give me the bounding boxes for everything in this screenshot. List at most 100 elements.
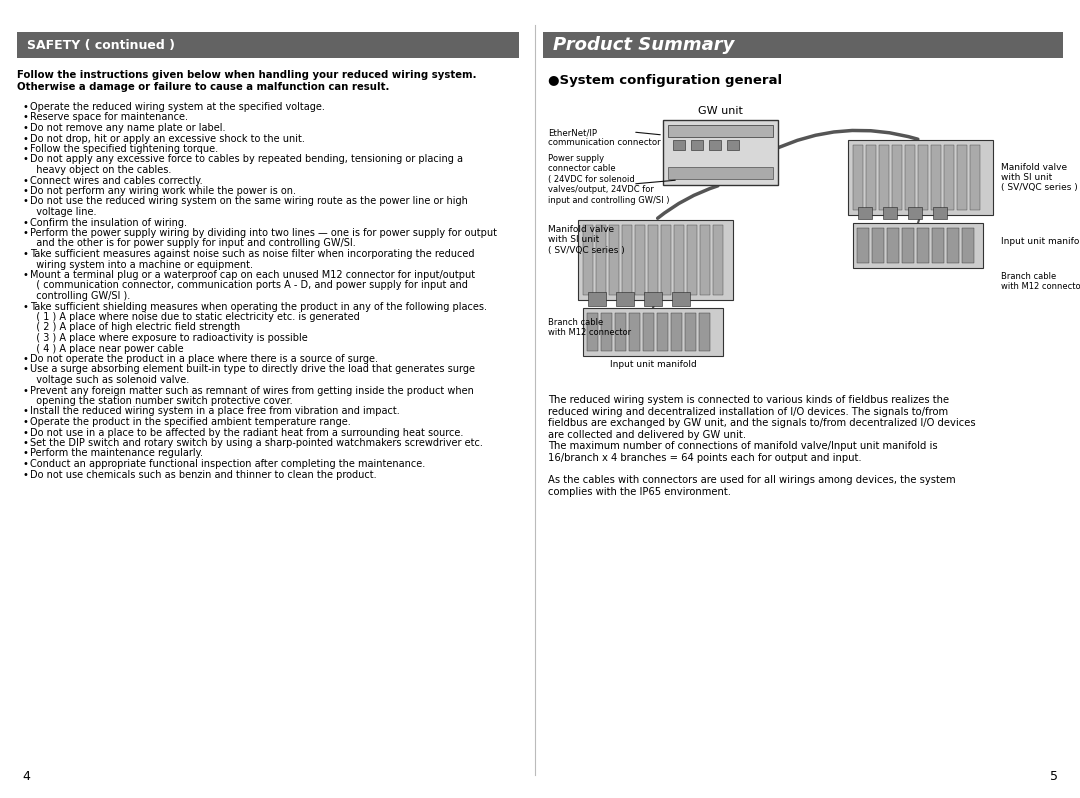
Bar [635,225,645,295]
Bar [17,32,519,58]
Text: ( 2 ) A place of high electric field strength: ( 2 ) A place of high electric field str… [30,322,240,333]
Text: Power supply
connector cable
( 24VDC for solenoid
valves/output, 24VDC for
input: Power supply connector cable ( 24VDC for… [548,154,670,204]
Bar [866,145,876,210]
Text: Operate the reduced wiring system at the specified voltage.: Operate the reduced wiring system at the… [30,102,325,112]
Bar [687,225,697,295]
Text: Take sufficient shielding measures when operating the product in any of the foll: Take sufficient shielding measures when … [30,302,487,311]
Bar [848,140,993,215]
Text: Input unit manifold: Input unit manifold [1001,238,1080,247]
Bar [661,225,671,295]
Bar [872,228,885,263]
Bar [685,313,696,351]
Text: •: • [22,186,28,196]
Text: Perform the power supply wiring by dividing into two lines — one is for power su: Perform the power supply wiring by divid… [30,228,497,238]
Text: Confirm the insulation of wiring.: Confirm the insulation of wiring. [30,218,187,227]
Text: wiring system into a machine or equipment.: wiring system into a machine or equipmen… [30,259,253,270]
Bar [616,292,634,306]
Text: Set the DIP switch and rotary switch by using a sharp-pointed watchmakers screwd: Set the DIP switch and rotary switch by … [30,438,483,448]
Text: controlling GW/SI ).: controlling GW/SI ). [30,291,131,301]
Bar [672,292,690,306]
Text: •: • [22,438,28,448]
Text: •: • [22,469,28,480]
Bar [583,308,723,356]
Text: voltage such as solenoid valve.: voltage such as solenoid valve. [30,375,189,385]
Text: •: • [22,385,28,396]
Bar [917,228,929,263]
Bar [947,228,959,263]
Text: Conduct an appropriate functional inspection after completing the maintenance.: Conduct an appropriate functional inspec… [30,459,426,469]
Bar [905,145,915,210]
Bar [970,145,980,210]
Bar [600,313,612,351]
Text: Follow the specified tightening torque.: Follow the specified tightening torque. [30,144,218,154]
Text: Do not drop, hit or apply an excessive shock to the unit.: Do not drop, hit or apply an excessive s… [30,133,305,144]
Text: ●System configuration general: ●System configuration general [548,74,782,87]
Bar [879,145,889,210]
Bar [883,207,897,219]
Text: voltage line.: voltage line. [30,207,96,217]
Text: •: • [22,428,28,437]
Text: The reduced wiring system is connected to various kinds of fieldbus realizes the: The reduced wiring system is connected t… [548,395,975,463]
Text: •: • [22,249,28,259]
Bar [902,228,914,263]
Text: ( communication connector, communication ports A - D, and power supply for input: ( communication connector, communication… [30,281,468,290]
Text: 4: 4 [22,770,30,783]
Bar [644,292,662,306]
Text: opening the station number switch protective cover.: opening the station number switch protec… [30,396,293,406]
Bar [578,220,733,300]
Text: Do not perform any wiring work while the power is on.: Do not perform any wiring work while the… [30,186,296,196]
Text: Do not use in a place to be affected by the radiant heat from a surrounding heat: Do not use in a place to be affected by … [30,428,463,437]
Text: •: • [22,406,28,417]
Bar [615,313,626,351]
Text: GW unit: GW unit [698,106,743,116]
Text: Follow the instructions given below when handling your reduced wiring system.
Ot: Follow the instructions given below when… [17,70,476,92]
Text: •: • [22,144,28,154]
Text: ( 1 ) A place where noise due to static electricity etc. is generated: ( 1 ) A place where noise due to static … [30,312,360,322]
Bar [944,145,954,210]
Bar [727,140,739,150]
Text: heavy object on the cables.: heavy object on the cables. [30,165,172,175]
Text: Mount a terminal plug or a waterproof cap on each unused M12 connector for input: Mount a terminal plug or a waterproof ca… [30,270,475,280]
Text: Product Summary: Product Summary [553,36,734,54]
Text: •: • [22,196,28,207]
Text: Operate the product in the specified ambient temperature range.: Operate the product in the specified amb… [30,417,351,427]
Bar [887,228,899,263]
Bar [932,228,944,263]
Text: Branch cable
with M12 connector: Branch cable with M12 connector [548,318,631,338]
Text: Reserve space for maintenance.: Reserve space for maintenance. [30,113,188,123]
Text: SAFETY ( continued ): SAFETY ( continued ) [27,38,175,52]
Text: •: • [22,417,28,427]
Text: Connect wires and cables correctly.: Connect wires and cables correctly. [30,176,203,185]
Bar [629,313,640,351]
Text: •: • [22,270,28,280]
Text: •: • [22,102,28,112]
Text: •: • [22,133,28,144]
Bar [892,145,902,210]
Text: Manifold valve
with SI unit
( SV/VQC series ): Manifold valve with SI unit ( SV/VQC ser… [1001,163,1078,192]
Bar [643,313,654,351]
Bar [669,125,773,137]
Text: •: • [22,113,28,123]
Bar [674,225,684,295]
Bar [673,140,685,150]
Bar [962,228,974,263]
Text: •: • [22,176,28,185]
Bar [622,225,632,295]
Bar [657,313,669,351]
Text: Do not operate the product in a place where there is a source of surge.: Do not operate the product in a place wh… [30,354,378,364]
Bar [543,32,1063,58]
Text: •: • [22,228,28,238]
Bar [918,145,928,210]
Text: •: • [22,155,28,164]
Bar [858,207,872,219]
Bar [858,228,869,263]
Bar [931,145,941,210]
Bar [957,145,967,210]
Text: Perform the maintenance regularly.: Perform the maintenance regularly. [30,448,203,459]
Text: Input unit manifold: Input unit manifold [609,360,697,369]
Bar [853,145,863,210]
Text: •: • [22,365,28,374]
Bar [700,225,710,295]
Text: Take sufficient measures against noise such as noise filter when incorporating t: Take sufficient measures against noise s… [30,249,474,259]
Bar [908,207,922,219]
